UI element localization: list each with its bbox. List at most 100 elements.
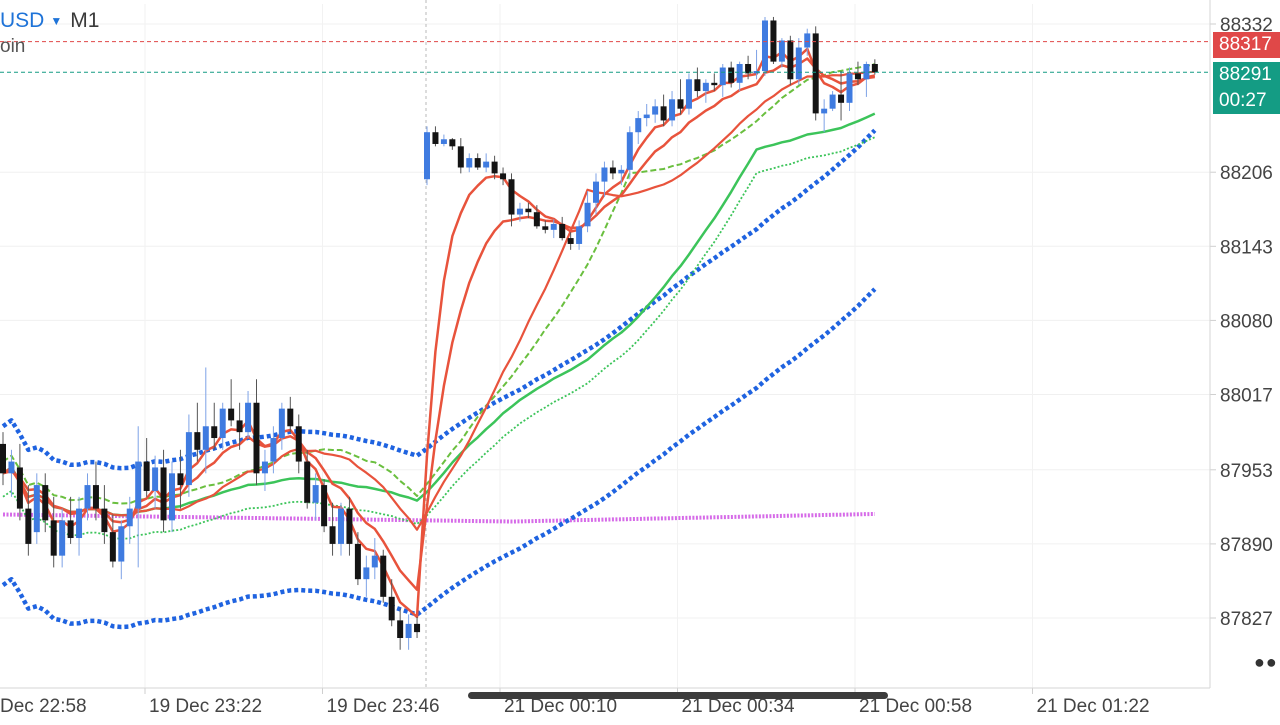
bar-countdown-tag: 00:27 <box>1213 88 1280 114</box>
candle-body-up <box>829 94 836 109</box>
ask-price-tag: 88317 <box>1213 32 1280 58</box>
candle-body-up <box>126 508 133 527</box>
candle-body-down <box>295 426 302 462</box>
candle-body-down <box>25 508 32 544</box>
candle-body-down <box>92 485 99 509</box>
candle-body-up <box>278 408 285 439</box>
candle-body-down <box>660 106 667 121</box>
candle-body-down <box>525 208 532 213</box>
candle-body-up <box>59 520 66 556</box>
chevron-down-icon[interactable]: ▼ <box>50 14 63 28</box>
candle-body-up <box>846 73 853 103</box>
price-axis-label: 88332 <box>1220 15 1273 36</box>
ma-red-slow-line <box>2 70 875 531</box>
candle-body-down <box>457 146 464 168</box>
candle-body-down <box>177 473 184 486</box>
price-axis-label: 88143 <box>1220 237 1273 258</box>
candle-body-up <box>685 79 692 109</box>
time-axis-label: Dec 22:58 <box>0 696 87 717</box>
candle-body-up <box>643 114 650 119</box>
candle-body-up <box>76 508 83 539</box>
bid-price-tag: 88291 <box>1213 62 1280 88</box>
timeframe-label[interactable]: M1 <box>70 9 100 32</box>
candle-body-up <box>270 438 277 462</box>
candle-body-down <box>194 432 201 450</box>
candle-body-down <box>838 94 845 103</box>
candle-body-down <box>228 408 235 421</box>
candle-body-down <box>380 555 387 597</box>
candle-body-down <box>236 420 243 433</box>
ma-red-mid-line <box>2 57 875 591</box>
candle-body-down <box>491 161 498 174</box>
time-axis-label: 21 Dec 01:22 <box>1037 696 1150 717</box>
symbol-label[interactable]: USD <box>0 9 45 32</box>
candle-body-down <box>432 132 439 144</box>
ma-red-fast-line <box>2 47 876 619</box>
candle-body-up <box>804 33 811 48</box>
candle-body-down <box>160 467 167 521</box>
candle-body-up <box>245 402 252 433</box>
candle-body-down <box>109 532 116 562</box>
candle-body-up <box>169 473 175 521</box>
candle-body-up <box>736 63 743 83</box>
candle-body-up <box>84 485 91 509</box>
candle-body-up <box>338 508 344 544</box>
candle-body-up <box>135 461 142 509</box>
symbol-header[interactable]: USD ▼ M1 <box>0 6 99 36</box>
candle-body-down <box>211 426 218 439</box>
time-axis-label: 19 Dec 23:46 <box>327 696 440 717</box>
more-options-icon[interactable]: ●● <box>1254 652 1278 672</box>
candle-body-down <box>609 167 616 174</box>
candle-body-down <box>329 526 336 544</box>
candle-body-up <box>424 132 430 180</box>
price-axis-label: 87827 <box>1220 609 1273 630</box>
candle-body-up <box>466 158 473 168</box>
candles <box>0 16 878 650</box>
candle-body-down <box>500 173 507 180</box>
candle-body-down <box>508 179 515 215</box>
candle-body-up <box>576 226 583 244</box>
candle-body-down <box>304 461 311 503</box>
candle-body-down <box>67 520 74 539</box>
candle-body-down <box>854 73 861 80</box>
candle-body-up <box>8 461 15 474</box>
candle-body-down <box>321 485 328 527</box>
candle-body-down <box>16 467 23 509</box>
candle-body-down <box>346 508 353 544</box>
time-scrollbar[interactable] <box>468 692 888 699</box>
candle-body-up <box>405 623 412 638</box>
candle-body-down <box>533 212 540 227</box>
candle-body-down <box>812 33 819 114</box>
candle-body-down <box>354 543 361 580</box>
candle-body-down <box>677 99 684 109</box>
candle-body-up <box>516 208 523 215</box>
candle-body-up <box>261 461 268 474</box>
candle-body-up <box>719 67 726 86</box>
candle-body-down <box>787 40 794 80</box>
candle-body-up <box>635 118 642 133</box>
candle-body-down <box>474 158 481 168</box>
candle-body-down <box>397 620 404 638</box>
candle-body-up <box>440 139 447 144</box>
candle-body-down <box>0 443 6 474</box>
candle-body-down <box>143 461 150 491</box>
candle-body-up <box>652 106 659 115</box>
candle-body-down <box>449 139 456 147</box>
candle-body-down <box>542 226 549 230</box>
candle-body-up <box>202 426 209 450</box>
price-axis-label: 88080 <box>1220 311 1273 332</box>
candle-body-down <box>42 485 49 521</box>
ma-magenta-line <box>2 512 875 524</box>
candle-body-up <box>152 467 159 491</box>
candle-body-up <box>584 202 591 227</box>
candle-body-up <box>795 47 802 80</box>
moving-averages <box>1 47 877 630</box>
candle-body-up <box>118 526 125 562</box>
candle-body-down <box>253 402 260 474</box>
indicator-label: oin <box>0 36 26 57</box>
time-axis-label: 21 Dec 00:34 <box>682 696 795 717</box>
candle-body-up <box>601 167 608 182</box>
